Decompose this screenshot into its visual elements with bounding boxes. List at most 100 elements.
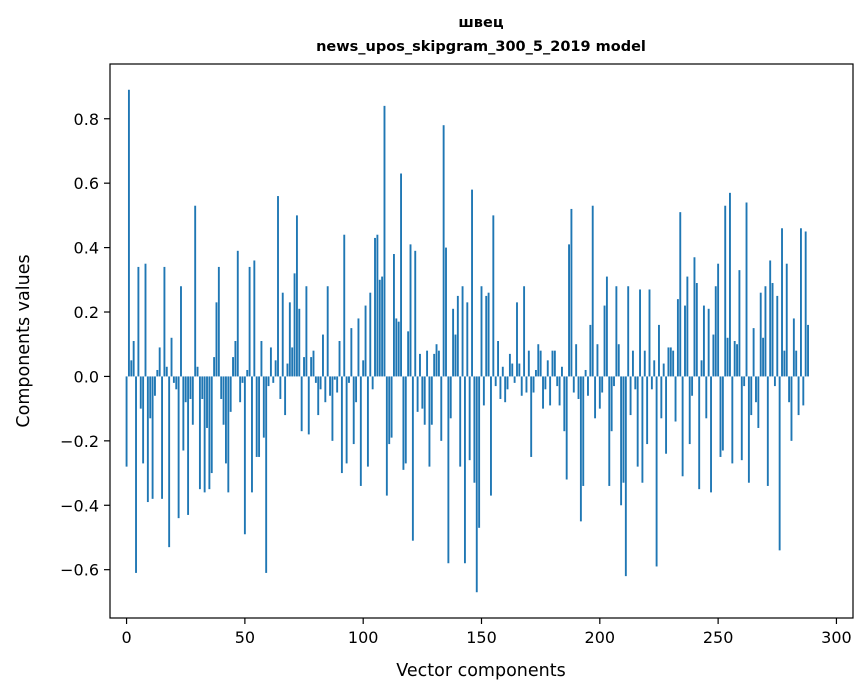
bar: [194, 205, 197, 377]
bar: [773, 376, 776, 387]
bar: [310, 357, 313, 377]
bar: [641, 376, 644, 483]
bar: [180, 286, 182, 377]
bar: [733, 341, 736, 377]
bar: [530, 376, 533, 457]
x-tick-label: 50: [235, 628, 255, 647]
bar: [196, 366, 199, 377]
bar: [404, 376, 407, 464]
bar: [665, 376, 668, 454]
bar: [400, 173, 402, 377]
bar: [783, 350, 786, 377]
bar: [631, 350, 634, 377]
bar: [336, 376, 339, 393]
bar: [501, 366, 504, 377]
bar: [558, 376, 561, 406]
bar: [807, 324, 809, 377]
bar: [229, 376, 232, 412]
bar: [506, 376, 509, 390]
bar: [293, 273, 296, 377]
bar: [795, 350, 798, 377]
bar: [624, 376, 627, 577]
bar: [260, 341, 263, 377]
bar: [518, 363, 521, 377]
bar: [426, 350, 429, 377]
bar: [556, 376, 559, 387]
bar: [428, 376, 431, 467]
bar: [527, 350, 530, 377]
bar: [719, 376, 722, 457]
bar: [591, 205, 594, 377]
bar: [393, 254, 395, 377]
bar: [731, 376, 734, 464]
bar: [447, 376, 450, 564]
x-tick-label: 300: [821, 628, 852, 647]
bar-series: [125, 89, 809, 593]
bar: [454, 334, 457, 377]
bar: [546, 360, 549, 377]
bar: [322, 334, 324, 377]
bar: [802, 376, 805, 406]
bar: [172, 376, 175, 383]
bar: [539, 350, 542, 377]
bar: [702, 305, 705, 377]
bar: [743, 376, 746, 387]
bar: [568, 244, 570, 377]
bar: [764, 286, 767, 377]
bar: [669, 347, 672, 377]
bar: [168, 376, 171, 548]
bar: [705, 376, 708, 419]
bar: [265, 376, 268, 573]
bar: [215, 302, 218, 377]
bar: [513, 376, 516, 383]
bar: [771, 283, 774, 377]
bar: [698, 376, 701, 490]
bar: [561, 366, 563, 377]
bar: [348, 376, 350, 383]
bar: [672, 350, 675, 377]
bar: [646, 376, 649, 445]
bar: [622, 376, 625, 483]
bar: [303, 357, 305, 377]
bar: [362, 360, 365, 377]
bar: [366, 376, 369, 467]
bar: [584, 369, 587, 377]
bar: [151, 376, 154, 499]
bar: [804, 231, 807, 377]
bar: [650, 376, 653, 390]
bar: [492, 215, 495, 377]
bar: [688, 376, 691, 445]
bar: [437, 350, 440, 377]
chart-title-model: news_upos_skipgram_300_5_2019 model: [316, 39, 646, 55]
bar: [137, 266, 140, 377]
bar: [248, 266, 251, 377]
bar: [269, 347, 272, 377]
x-tick-label: 0: [121, 628, 131, 647]
bar: [378, 279, 381, 377]
bar: [662, 363, 665, 377]
bar: [615, 286, 618, 377]
bar: [225, 376, 227, 464]
bar: [409, 244, 412, 377]
bar: [255, 376, 258, 457]
bar: [745, 202, 748, 377]
bar: [660, 376, 663, 419]
bar: [648, 289, 651, 377]
bar: [251, 376, 253, 493]
bar: [142, 376, 145, 464]
bar: [537, 344, 540, 377]
bar: [551, 350, 554, 377]
bar: [407, 331, 410, 377]
bar: [331, 376, 334, 441]
bar: [262, 376, 265, 438]
bar: [170, 337, 173, 377]
bar: [305, 286, 308, 377]
x-tick-label: 150: [466, 628, 497, 647]
bar: [234, 341, 237, 377]
bar: [473, 376, 476, 483]
bar: [639, 289, 641, 377]
bar: [433, 353, 436, 377]
bar: [478, 376, 481, 528]
bar: [508, 353, 511, 377]
bar: [146, 376, 149, 503]
